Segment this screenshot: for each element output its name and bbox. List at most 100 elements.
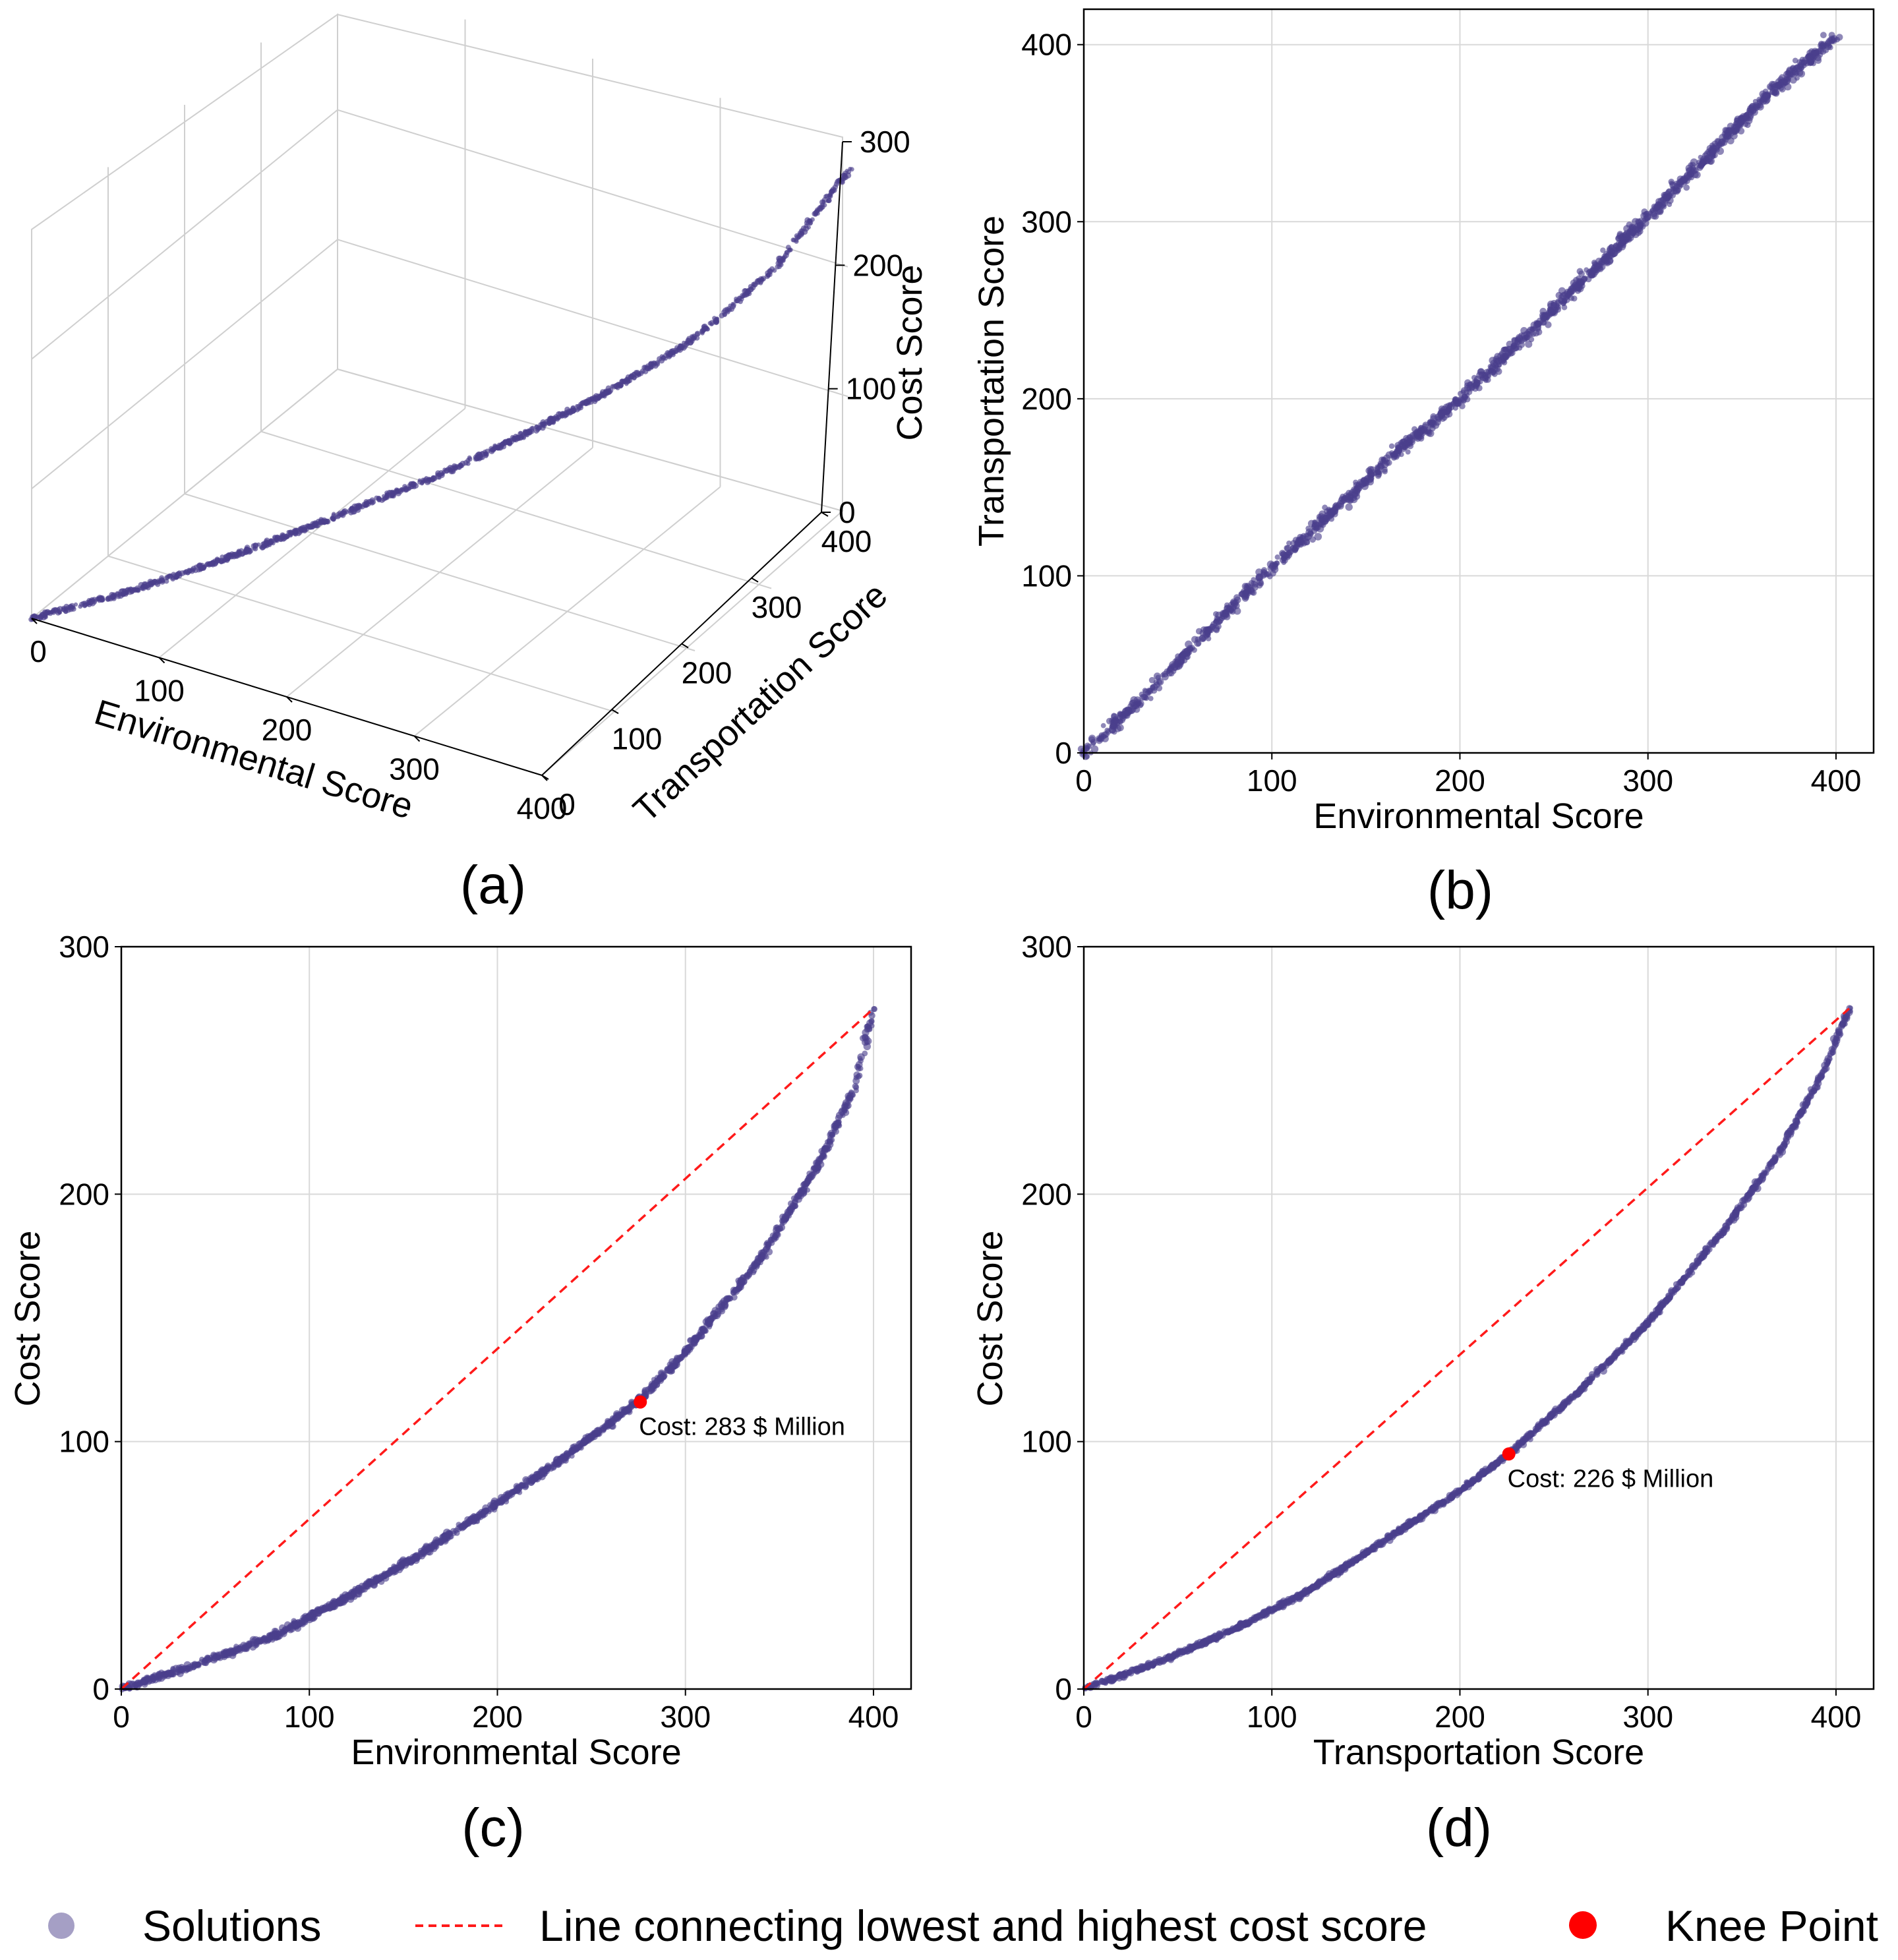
solution-point-3d	[90, 600, 96, 607]
solution-point	[1460, 387, 1468, 394]
solution-point-3d	[297, 531, 301, 537]
solution-point	[1204, 634, 1209, 639]
solution-point-3d	[277, 535, 282, 540]
y-tick-label: 0	[1055, 736, 1072, 770]
solution-point	[827, 1131, 833, 1138]
solution-point	[790, 1195, 797, 1201]
x-axis-label-b: Environmental Score	[1313, 796, 1644, 836]
solution-point-3d	[707, 320, 713, 326]
solution-point	[1137, 699, 1144, 707]
solution-point	[1461, 398, 1467, 404]
solution-point	[520, 1483, 527, 1489]
floor-gridline	[413, 486, 721, 737]
solution-point-3d	[100, 597, 105, 603]
solution-point-3d	[320, 519, 326, 524]
grid-3d	[31, 19, 848, 737]
solution-point	[221, 1653, 227, 1659]
solution-point	[831, 1128, 837, 1134]
solution-point	[1215, 618, 1222, 625]
solution-point-3d	[370, 499, 376, 505]
solution-point-3d	[299, 525, 303, 530]
y-tick-label-3d: 0	[558, 787, 576, 821]
solution-point-3d	[78, 604, 83, 609]
solution-point	[1251, 589, 1257, 596]
solution-point	[1798, 63, 1805, 71]
solution-point	[432, 1543, 438, 1549]
solution-point-3d	[155, 581, 161, 587]
solution-point-3d	[625, 374, 632, 380]
solution-point-3d	[344, 510, 349, 514]
solution-point-3d	[489, 446, 494, 452]
x-tick-label: 300	[1622, 763, 1673, 798]
solution-point-3d	[208, 561, 213, 567]
solution-point	[1127, 703, 1134, 709]
solution-point-3d	[754, 278, 761, 284]
solution-point-3d	[57, 610, 63, 615]
solution-point	[1773, 90, 1780, 97]
solution-point	[1141, 694, 1148, 701]
solution-point	[752, 1262, 758, 1269]
solution-point	[358, 1582, 366, 1590]
solution-point	[1178, 657, 1185, 664]
solution-point	[1260, 568, 1267, 576]
solution-point-3d	[533, 427, 539, 434]
solution-point	[1122, 710, 1129, 717]
solution-point	[856, 1072, 863, 1079]
solution-point	[1742, 113, 1750, 121]
solution-point-3d	[639, 368, 646, 374]
y-tick-label: 400	[1021, 28, 1072, 62]
solution-point-3d	[786, 247, 792, 253]
solution-point	[384, 1570, 391, 1578]
solution-point-3d	[132, 587, 137, 591]
solution-point-3d	[183, 570, 188, 576]
solution-point	[334, 1599, 341, 1607]
solution-point-3d	[516, 434, 521, 440]
solution-point	[653, 1377, 661, 1385]
solution-point-3d	[170, 576, 176, 581]
solution-point	[1483, 369, 1491, 376]
solution-point	[167, 1669, 175, 1677]
solution-point	[348, 1591, 356, 1599]
solution-point	[1462, 394, 1468, 400]
solution-point	[1244, 585, 1250, 591]
solution-point	[599, 1426, 607, 1434]
x-tick-label-3d: 300	[389, 752, 440, 787]
x-tick-label-3d: 200	[262, 713, 312, 747]
solution-point	[1222, 610, 1230, 618]
solution-point	[483, 1508, 489, 1514]
solution-point	[498, 1494, 505, 1501]
solution-point	[869, 1023, 875, 1028]
panel-c-scatter: Cost: 283 $ Million 0 100 200 300 4000100200…	[8, 930, 912, 1858]
solution-point-3d	[463, 460, 469, 466]
solution-point	[306, 1611, 314, 1620]
solution-point	[661, 1373, 667, 1380]
solution-point	[1504, 352, 1511, 359]
solution-point	[1345, 493, 1353, 501]
solution-point	[1532, 325, 1538, 331]
solution-point	[1313, 520, 1318, 525]
grid-c	[121, 946, 911, 1690]
x-tick-label: 100	[1247, 763, 1297, 798]
solution-point	[1818, 47, 1824, 53]
solution-point	[1551, 307, 1559, 314]
solution-point-3d	[599, 392, 605, 398]
solution-point	[1678, 182, 1684, 188]
solution-point	[738, 1278, 746, 1285]
solution-point	[1274, 554, 1280, 560]
solution-point-3d	[727, 306, 732, 311]
solution-point-3d	[164, 575, 170, 581]
solution-point	[1670, 193, 1676, 198]
solution-point	[582, 1437, 589, 1443]
x-tick-label: 300	[660, 1700, 711, 1734]
solution-point-3d	[307, 523, 314, 530]
floor-gridline	[184, 493, 696, 651]
solution-point	[1191, 636, 1199, 643]
solution-point	[786, 1205, 794, 1213]
solution-point	[1179, 651, 1187, 659]
solution-point	[1732, 124, 1740, 133]
left-pane-gridline	[31, 239, 338, 490]
solution-point-3d	[530, 425, 535, 431]
solution-point-3d	[283, 533, 289, 540]
solution-point-3d	[835, 179, 841, 185]
